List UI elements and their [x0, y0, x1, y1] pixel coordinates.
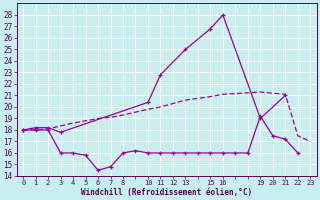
X-axis label: Windchill (Refroidissement éolien,°C): Windchill (Refroidissement éolien,°C) [81, 188, 252, 197]
